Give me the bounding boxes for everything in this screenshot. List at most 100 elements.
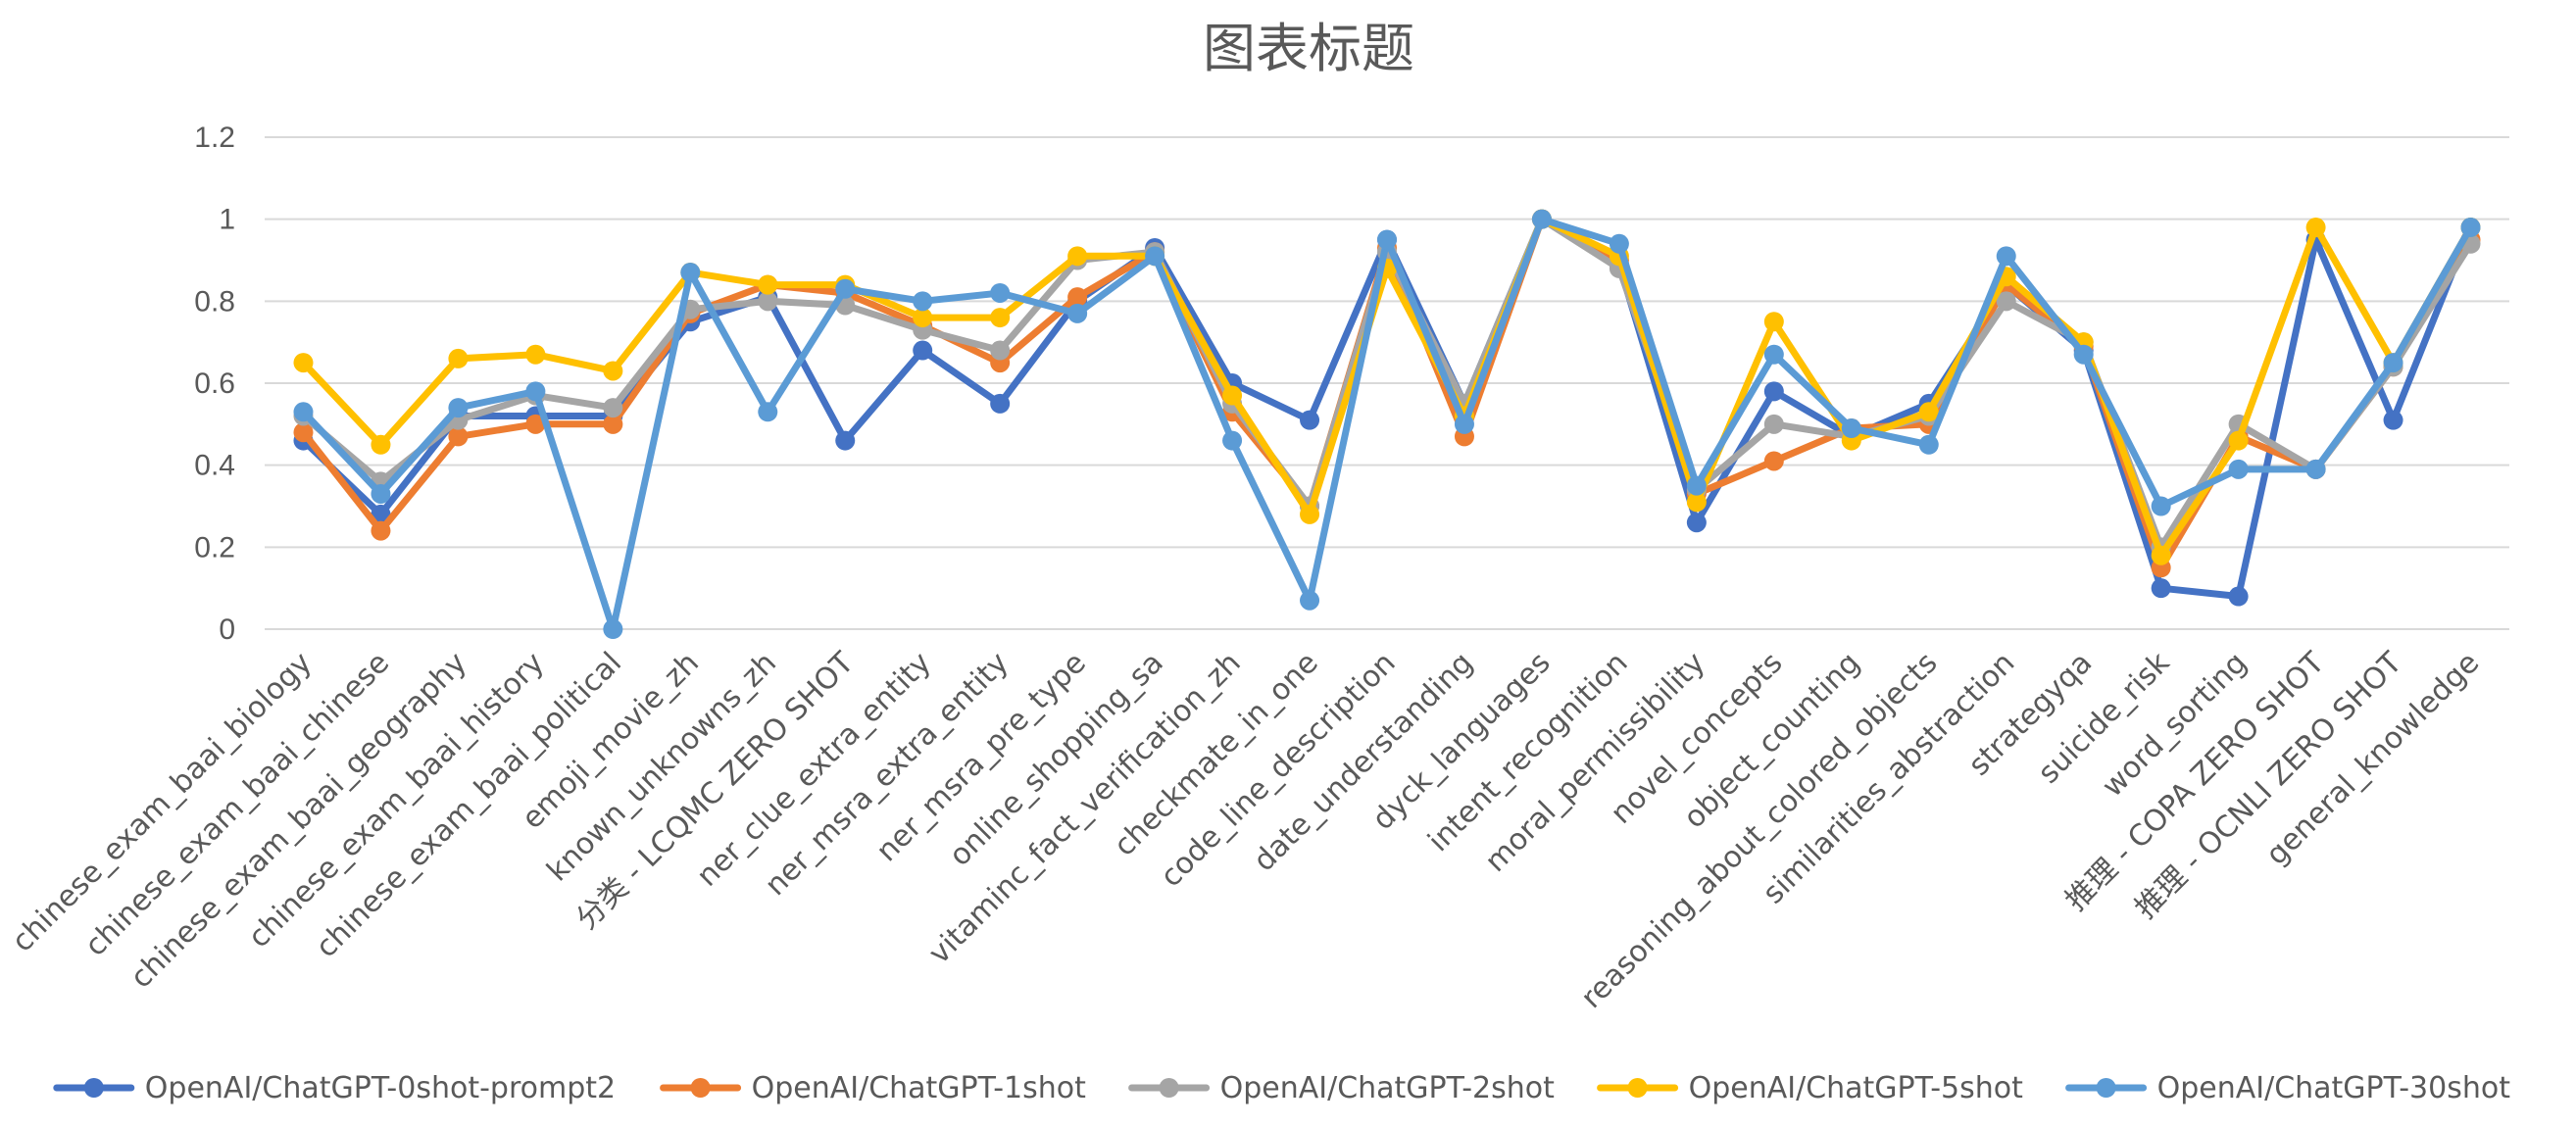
legend-label: OpenAI/ChatGPT-5shot (1689, 1071, 2024, 1105)
data-point (603, 361, 623, 381)
y-tick-label: 1 (219, 204, 235, 236)
x-axis-ticks: chinese_exam_baai_biologychinese_exam_ba… (5, 645, 2486, 1015)
y-tick-label: 0 (219, 613, 235, 646)
y-tick-label: 0.6 (194, 368, 235, 400)
data-point (1145, 246, 1165, 267)
data-point (1686, 513, 1707, 533)
data-point (2228, 459, 2249, 479)
data-point (1763, 381, 1784, 402)
data-point (293, 422, 314, 443)
x-tick-label: reasoning_about_colored_objects (1574, 646, 1944, 1015)
legend-item: OpenAI/ChatGPT-30shot (2065, 1071, 2511, 1105)
legend-marker (1159, 1078, 1179, 1098)
legend-marker (690, 1078, 711, 1098)
data-point (448, 348, 469, 368)
data-point (1763, 414, 1784, 434)
data-point (2383, 410, 2403, 430)
y-tick-label: 0.4 (194, 450, 235, 482)
legend-marker (1627, 1078, 1648, 1098)
legend-item: OpenAI/ChatGPT-2shot (1128, 1071, 1556, 1105)
data-point (371, 434, 391, 455)
data-point (2151, 578, 2171, 599)
data-point (2305, 459, 2326, 479)
data-point (1763, 312, 1784, 332)
data-point (1454, 414, 1474, 434)
series-lines (293, 209, 2481, 639)
data-point (525, 344, 546, 365)
data-point (371, 520, 391, 541)
y-tick-label: 1.2 (194, 122, 235, 154)
legend-item: OpenAI/ChatGPT-1shot (660, 1071, 1087, 1105)
legend-item: OpenAI/ChatGPT-5shot (1597, 1071, 2024, 1105)
data-point (2383, 353, 2403, 373)
data-point (293, 353, 314, 373)
data-point (835, 430, 856, 451)
data-point (1377, 229, 1397, 250)
data-point (448, 426, 469, 447)
y-tick-label: 0.8 (194, 285, 235, 318)
legend: OpenAI/ChatGPT-0shot-prompt2 OpenAI/ChatG… (53, 1071, 2511, 1105)
data-point (1300, 410, 1320, 430)
data-point (2305, 218, 2326, 238)
data-point (1918, 402, 1939, 422)
data-point (448, 398, 469, 418)
legend-label: OpenAI/ChatGPT-0shot-prompt2 (145, 1071, 616, 1105)
data-point (1686, 492, 1707, 513)
data-point (293, 402, 314, 422)
data-point (1918, 434, 1939, 455)
legend-marker (83, 1078, 104, 1098)
data-point (1609, 233, 1629, 254)
y-tick-label: 0.2 (194, 531, 235, 564)
chart-title: 图表标题 (1203, 18, 1414, 79)
gridlines (265, 136, 2509, 630)
data-point (2073, 344, 2094, 365)
data-point (2151, 545, 2171, 565)
data-point (758, 291, 778, 312)
data-point (1067, 287, 1088, 308)
data-point (1300, 590, 1320, 611)
legend-label: OpenAI/ChatGPT-2shot (1220, 1071, 1556, 1105)
series-4 (293, 209, 2481, 565)
data-point (1763, 451, 1784, 471)
x-tick-label: chinese_exam_baai_geography (124, 646, 474, 996)
data-point (2151, 496, 2171, 516)
data-point (990, 282, 1011, 303)
data-point (835, 278, 856, 299)
data-point (1300, 504, 1320, 524)
data-point (2228, 430, 2249, 451)
data-point (1763, 344, 1784, 365)
data-point (1067, 246, 1088, 267)
y-axis-ticks: 0 0.2 0.4 0.6 0.8 1 1.2 (194, 122, 235, 646)
legend-label: OpenAI/ChatGPT-1shot (752, 1071, 1087, 1105)
data-point (758, 274, 778, 295)
data-point (1996, 246, 2016, 267)
data-point (758, 402, 778, 422)
legend-marker (2096, 1078, 2116, 1098)
data-point (525, 414, 546, 434)
legend-item: OpenAI/ChatGPT-0shot-prompt2 (53, 1071, 616, 1105)
data-point (603, 398, 623, 418)
data-point (2460, 218, 2481, 238)
data-point (1222, 385, 1243, 406)
data-point (603, 619, 623, 639)
data-point (371, 483, 391, 504)
legend-label: OpenAI/ChatGPT-30shot (2157, 1071, 2511, 1105)
data-point (913, 308, 933, 328)
series-5 (293, 209, 2481, 639)
data-point (990, 308, 1011, 328)
data-point (990, 340, 1011, 361)
data-point (680, 263, 701, 283)
data-point (2228, 586, 2249, 607)
series-line (300, 216, 2474, 633)
data-point (913, 340, 933, 361)
data-point (1067, 303, 1088, 323)
data-point (1531, 209, 1552, 229)
data-point (603, 414, 623, 434)
data-point (990, 393, 1011, 414)
data-point (913, 291, 933, 312)
data-point (1686, 475, 1707, 496)
data-point (1841, 418, 1861, 439)
data-point (1996, 291, 2016, 312)
